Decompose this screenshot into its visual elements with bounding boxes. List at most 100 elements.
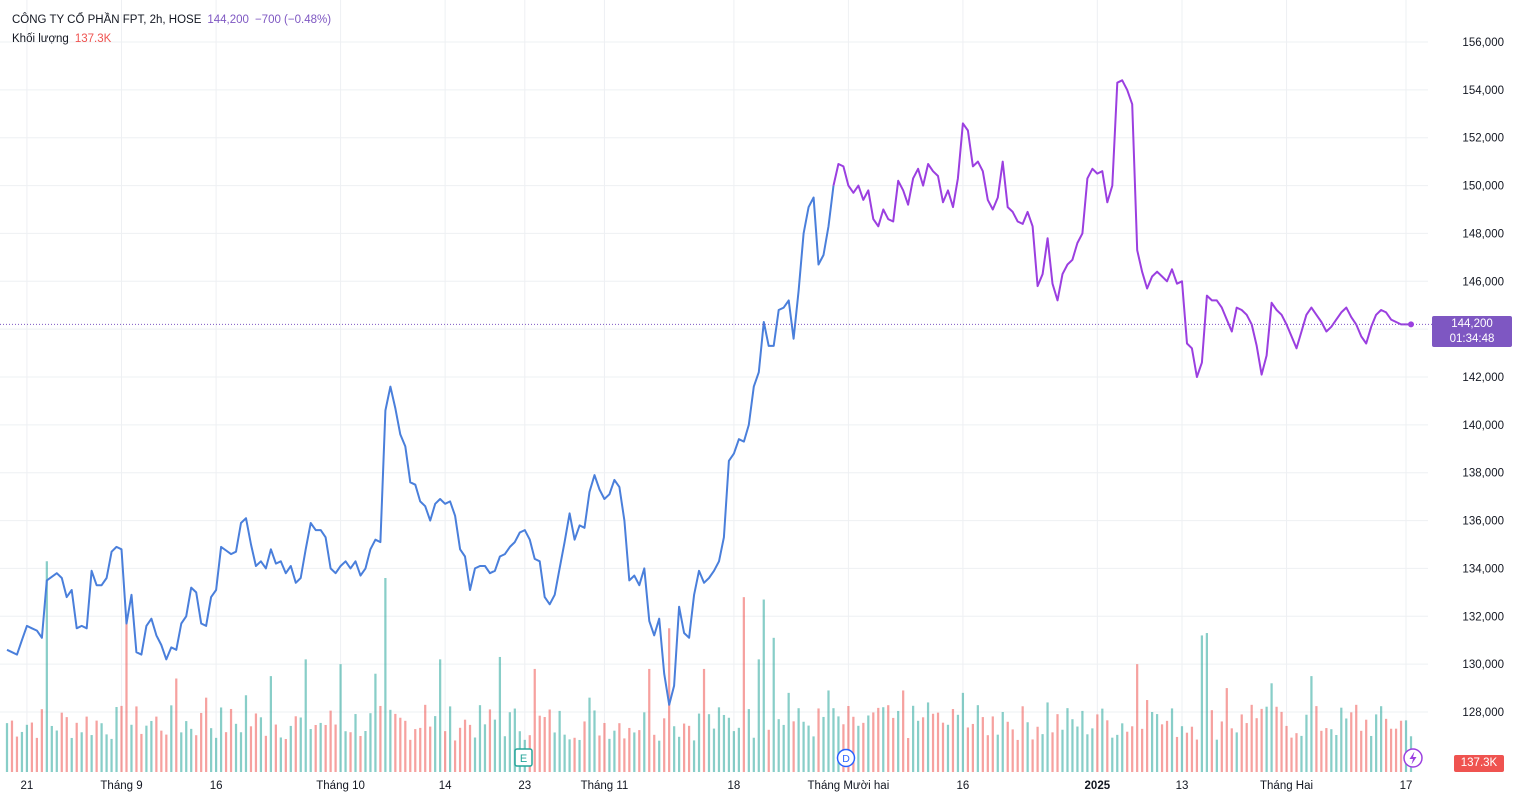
chart-legend: CÔNG TY CỔ PHẦN FPT, 2h, HOSE 144,200 −700… (12, 11, 331, 49)
volume-bar (563, 734, 566, 772)
volume-bar (787, 692, 790, 772)
time-tick-label: Tháng 9 (100, 780, 142, 792)
volume-tag: 137.3K (1454, 755, 1504, 772)
volume-bar (309, 729, 312, 772)
volume-bar (907, 738, 910, 772)
price-tick-label: 156,000 (1462, 37, 1504, 49)
volume-bar (852, 716, 855, 772)
volume-bar (180, 732, 183, 772)
price-axis[interactable]: 128,000 130,000 132,000 134,000 136,000 138,0… (1462, 37, 1504, 719)
volume-bar (936, 712, 940, 772)
volume-bar (384, 578, 387, 772)
price-tick-label: 154,000 (1462, 85, 1504, 97)
volume-bar (1165, 720, 1169, 772)
volume-bar (200, 712, 203, 772)
volume-bar (1026, 722, 1029, 772)
lightning-icon[interactable] (1403, 748, 1423, 768)
volume-bar (1116, 734, 1119, 772)
volume-bar (737, 727, 740, 772)
earnings-marker[interactable]: E (514, 748, 533, 767)
volume-bar (219, 707, 223, 772)
time-axis[interactable]: 21 Tháng 9 16 Tháng 10 14 23 Tháng 11 18 Tháng M… (21, 780, 1413, 792)
volume-bar (170, 705, 173, 772)
volume-bar (817, 708, 820, 772)
volume-bar (344, 731, 347, 772)
volume-bar (329, 710, 332, 772)
volume-bar (847, 706, 850, 772)
volume-bar (1051, 732, 1054, 772)
volume-bar (175, 678, 178, 772)
volume-bar (1066, 708, 1069, 772)
volume-bar (867, 715, 870, 772)
volume-bar (712, 728, 716, 772)
volume-bar (827, 690, 830, 772)
volume-bar (150, 720, 153, 772)
volume-bar (1001, 712, 1004, 772)
dividend-marker[interactable]: D (836, 748, 856, 768)
volume-bar (583, 721, 586, 772)
volume-bars (5, 561, 1413, 772)
price-series-segment (832, 79, 1411, 378)
volume-bar (842, 724, 845, 772)
volume-bar (414, 729, 417, 772)
volume-bar (339, 664, 342, 772)
volume-bar (513, 708, 516, 772)
volume-bar (444, 731, 447, 772)
volume-bar (488, 709, 492, 772)
volume-bar (628, 727, 631, 772)
volume-bar (1245, 723, 1248, 772)
volume-bar (269, 676, 272, 772)
time-tick-label: 17 (1400, 780, 1413, 792)
time-tick-label: 18 (727, 780, 740, 792)
last-price-value: 144,200 (207, 14, 249, 26)
symbol-title: CÔNG TY CỔ PHẦN FPT, 2h, HOSE (12, 14, 202, 26)
volume-bar (1200, 635, 1204, 772)
volume-bar (434, 716, 437, 772)
chart-grid (0, 0, 1428, 772)
volume-bar (439, 659, 442, 772)
volume-bar (334, 724, 337, 772)
volume-bar (1136, 664, 1139, 772)
volume-bar (404, 720, 407, 772)
volume-bar (613, 730, 616, 772)
volume-bar (259, 717, 263, 772)
volume-bar (508, 712, 511, 772)
last-price-tag: 144,200 01:34:48 (1432, 316, 1512, 347)
volume-bar (1031, 739, 1034, 772)
volume-bar (618, 723, 621, 772)
volume-bar (304, 659, 307, 772)
volume-bar (702, 668, 706, 772)
volume-bar (429, 726, 432, 772)
volume-bar (678, 736, 681, 772)
volume-bar (822, 716, 825, 772)
volume-bar (1146, 700, 1149, 772)
time-tick-label: 13 (1176, 780, 1189, 792)
volume-bar (458, 727, 462, 772)
volume-bar (802, 721, 805, 772)
volume-bar (1260, 708, 1263, 772)
volume-bar (1121, 723, 1124, 772)
volume-bar (996, 734, 999, 772)
volume-bar (976, 705, 979, 772)
volume-bar (991, 716, 994, 772)
volume-bar (448, 706, 452, 772)
volume-bar (30, 722, 34, 772)
volume-bar (1096, 714, 1099, 772)
volume-bar (956, 714, 960, 772)
price-series-segment (6, 185, 835, 706)
volume-bar (533, 668, 536, 772)
volume-bar (1270, 683, 1273, 772)
volume-bar (115, 707, 118, 772)
volume-bar (90, 735, 93, 772)
volume-bar (55, 730, 58, 772)
earnings-marker-label: E (520, 753, 527, 765)
volume-bar (85, 716, 88, 772)
legend-symbol-row[interactable]: CÔNG TY CỔ PHẦN FPT, 2h, HOSE 144,200 −700… (12, 11, 331, 30)
legend-volume-row[interactable]: Khối lượng 137.3K (12, 30, 331, 49)
time-tick-label: 21 (21, 780, 34, 792)
price-line (6, 79, 1411, 706)
volume-bar (568, 739, 571, 772)
volume-bar (638, 730, 641, 772)
volume-bar (205, 697, 208, 772)
